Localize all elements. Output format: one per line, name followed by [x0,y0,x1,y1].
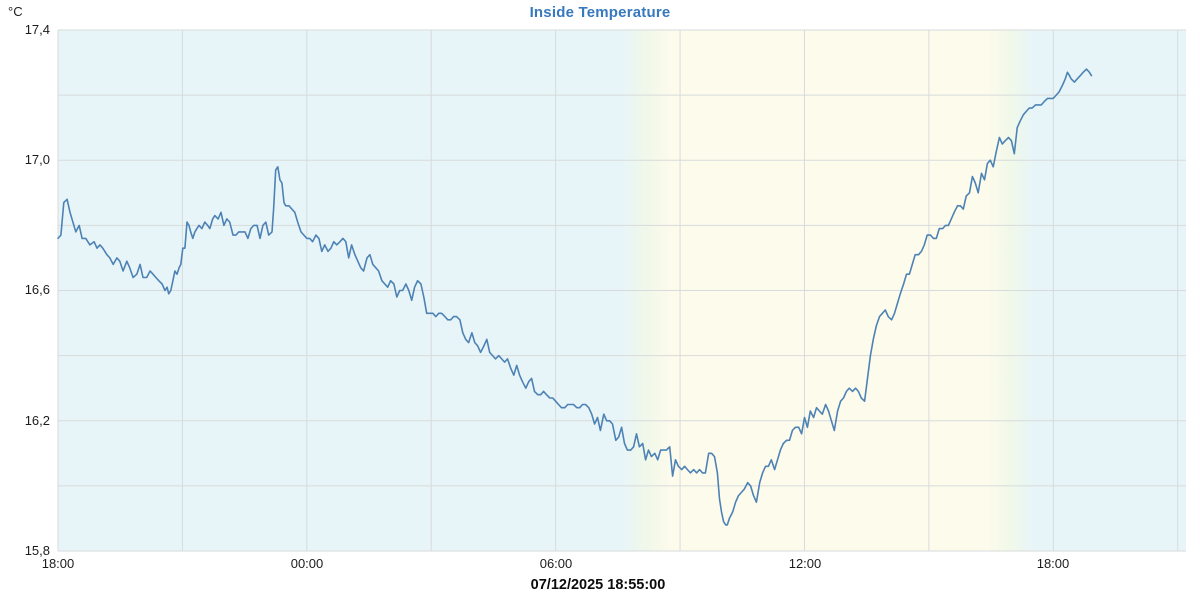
x-axis-tick-label: 18:00 [41,556,75,571]
inside-temperature-line [57,68,1093,526]
y-axis-tick-label: 16,2 [24,413,50,428]
x-axis-tick-label: 12:00 [788,556,822,571]
chart-title: Inside Temperature [529,4,671,21]
x-axis-tick-label: 06:00 [539,556,573,571]
y-axis-tick-label: 17,0 [24,152,50,167]
y-axis-unit-label: °C [8,4,23,19]
gridlines [57,29,1186,552]
y-axis-tick-label: 17,4 [24,22,50,37]
timestamp-label: 07/12/2025 18:55:00 [530,577,666,593]
x-axis-tick-label: 18:00 [1036,556,1070,571]
y-axis-tick-label: 16,6 [24,282,50,297]
y-axis-tick-label: 15,8 [24,543,50,558]
x-axis-tick-label: 00:00 [290,556,324,571]
